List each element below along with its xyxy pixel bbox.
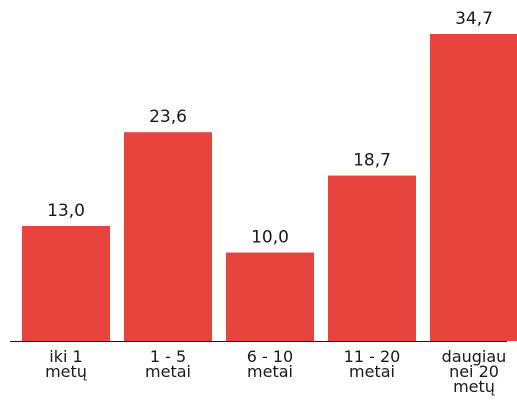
x-tick-label-0: iki 1 metų xyxy=(45,347,87,381)
x-tick-label-2-line-1: metai xyxy=(247,362,293,381)
bar-1 xyxy=(124,132,212,341)
x-tick-label-1-line-0: 1 - 5 xyxy=(150,347,186,366)
x-tick-label-4-line-0: daugiau xyxy=(442,347,507,366)
value-labels-group: 13,0 23,6 10,0 18,7 34,7 xyxy=(47,9,493,248)
x-tick-label-0-line-1: metų xyxy=(45,362,87,381)
value-label-2: 10,0 xyxy=(251,228,289,248)
x-tick-label-3-line-1: metai xyxy=(349,362,395,381)
x-tick-label-3: 11 - 20 metai xyxy=(344,347,401,381)
bar-3 xyxy=(328,175,416,341)
x-tick-label-0-line-0: iki 1 xyxy=(49,347,82,366)
value-label-3: 18,7 xyxy=(353,151,391,171)
value-label-4: 34,7 xyxy=(455,9,493,29)
value-label-0: 13,0 xyxy=(47,201,85,221)
x-tick-label-3-line-0: 11 - 20 xyxy=(344,347,401,366)
x-tick-label-4: daugiau nei 20 metų xyxy=(442,347,507,396)
x-tick-label-2-line-0: 6 - 10 xyxy=(247,347,293,366)
x-tick-label-4-line-1: nei 20 xyxy=(449,362,499,381)
x-tick-label-1: 1 - 5 metai xyxy=(145,347,191,381)
bar-2 xyxy=(226,252,314,341)
x-tick-label-1-line-1: metai xyxy=(145,362,191,381)
bars-group xyxy=(22,34,517,341)
bar-0 xyxy=(22,225,110,341)
value-label-1: 23,6 xyxy=(149,107,187,127)
bar-4 xyxy=(430,34,517,341)
x-tick-label-2: 6 - 10 metai xyxy=(247,347,293,381)
x-tick-label-4-line-2: metų xyxy=(453,377,495,396)
